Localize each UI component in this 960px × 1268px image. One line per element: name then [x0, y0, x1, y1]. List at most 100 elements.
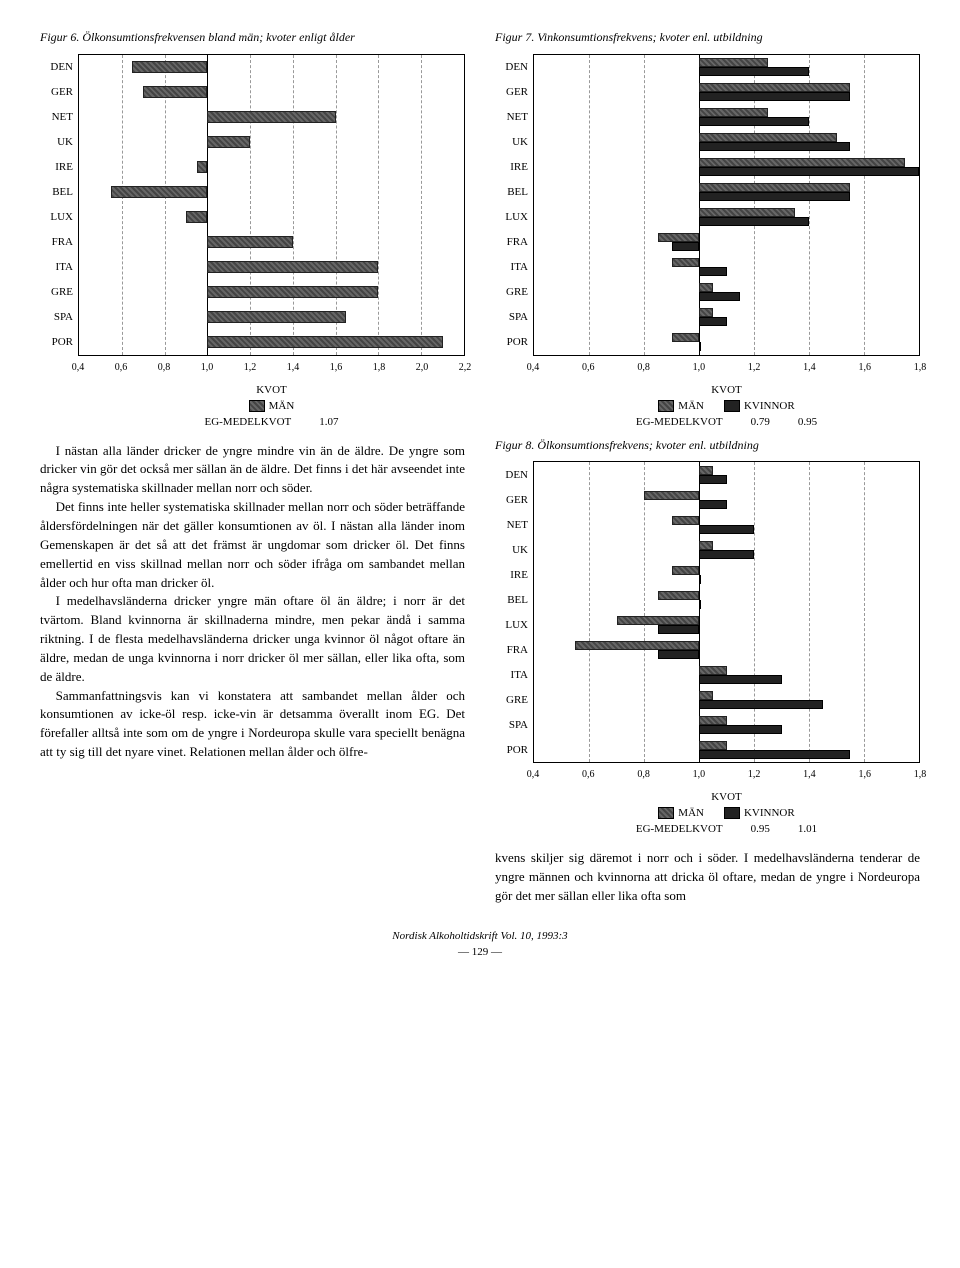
legend-item: MÄN: [249, 400, 295, 412]
bar-woman: [699, 67, 809, 76]
category-label: GRE: [506, 694, 534, 706]
x-tick: 0,4: [527, 769, 540, 780]
bar-woman: [699, 700, 823, 709]
category-label: GER: [506, 494, 534, 506]
legend-item: MÄN: [658, 400, 704, 412]
bar-woman: [658, 650, 699, 659]
fig7-legend: MÄNKVINNOR: [533, 400, 920, 412]
category-label: GER: [51, 86, 79, 98]
category-label: UK: [57, 136, 79, 148]
x-tick: 1,6: [858, 769, 871, 780]
legend-item: MÄN: [658, 807, 704, 819]
bar-man: [207, 286, 378, 298]
bar-woman: [699, 575, 701, 584]
fig6-axis-label: KVOT: [78, 384, 465, 396]
category-label: SPA: [509, 311, 534, 323]
x-tick: 0,8: [158, 362, 171, 373]
x-tick: 1,0: [693, 362, 706, 373]
category-label: IRE: [510, 569, 534, 581]
category-label: NET: [507, 519, 534, 531]
bar-woman: [699, 317, 727, 326]
body-text-left: I nästan alla länder dricker de yngre mi…: [40, 442, 465, 762]
bar-man: [207, 236, 293, 248]
fig7-axis-label: KVOT: [533, 384, 920, 396]
category-label: BEL: [52, 186, 79, 198]
x-tick: 0,6: [582, 362, 595, 373]
bar-woman: [699, 142, 850, 151]
fig7-chart: DENGERNETUKIREBELLUXFRAITAGRESPAPOR 0,40…: [533, 54, 920, 428]
bar-man: [207, 311, 346, 323]
category-label: ITA: [511, 261, 534, 273]
bar-man: [699, 541, 713, 550]
bar-woman: [699, 342, 701, 351]
x-tick: 0,8: [637, 362, 650, 373]
bar-man: [699, 741, 727, 750]
bar-man: [207, 336, 442, 348]
category-label: POR: [507, 744, 534, 756]
bar-woman: [699, 92, 850, 101]
category-label: POR: [507, 336, 534, 348]
x-tick: 1,2: [748, 769, 761, 780]
bar-woman: [699, 675, 782, 684]
bar-man: [672, 333, 700, 342]
category-label: NET: [52, 111, 79, 123]
bar-man: [575, 641, 699, 650]
fig7-caption: Figur 7. Vinkonsumtionsfrekvens; kvoter …: [495, 30, 920, 46]
bar-woman: [699, 500, 727, 509]
fig8-chart: DENGERNETUKIREBELLUXFRAITAGRESPAPOR 0,40…: [533, 461, 920, 835]
x-tick: 1,6: [330, 362, 343, 373]
bar-man: [111, 186, 207, 198]
bar-man: [672, 516, 700, 525]
bar-man: [699, 158, 905, 167]
category-label: NET: [507, 111, 534, 123]
bar-woman: [699, 167, 919, 176]
bar-man: [699, 666, 727, 675]
category-label: DEN: [50, 61, 79, 73]
bar-woman: [672, 242, 700, 251]
category-label: FRA: [52, 236, 79, 248]
x-tick: 0,6: [582, 769, 595, 780]
x-tick: 1,4: [287, 362, 300, 373]
bar-man: [699, 208, 795, 217]
bar-man: [143, 86, 207, 98]
fig6-legend: MÄN: [78, 400, 465, 412]
journal-ref: Nordisk Alkoholtidskrift Vol. 10, 1993:3: [40, 930, 920, 942]
category-label: UK: [512, 136, 534, 148]
fig8-axis-label: KVOT: [533, 791, 920, 803]
left-column: Figur 6. Ölkonsumtionsfrekvensen bland m…: [40, 30, 465, 906]
category-label: BEL: [507, 186, 534, 198]
x-tick: 0,4: [527, 362, 540, 373]
bar-man: [699, 108, 768, 117]
bar-man: [672, 566, 700, 575]
bar-man: [672, 258, 700, 267]
fig8-eg: EG-MEDELKVOT0.951.01: [533, 823, 920, 835]
bar-man: [207, 111, 335, 123]
category-label: UK: [512, 544, 534, 556]
bar-woman: [658, 625, 699, 634]
bar-man: [699, 691, 713, 700]
fig6-eg: EG-MEDELKVOT1.07: [78, 416, 465, 428]
bar-woman: [699, 550, 754, 559]
fig7-eg: EG-MEDELKVOT0.790.95: [533, 416, 920, 428]
bar-woman: [699, 117, 809, 126]
bar-man: [207, 136, 250, 148]
x-tick: 0,4: [72, 362, 85, 373]
bar-woman: [699, 750, 850, 759]
x-tick: 1,8: [914, 769, 927, 780]
category-label: FRA: [507, 644, 534, 656]
bar-man: [617, 616, 700, 625]
bar-woman: [699, 475, 727, 484]
category-label: GRE: [51, 286, 79, 298]
legend-item: KVINNOR: [724, 807, 795, 819]
bar-man: [207, 261, 378, 273]
x-tick: 1,6: [858, 362, 871, 373]
category-label: ITA: [56, 261, 79, 273]
category-label: IRE: [510, 161, 534, 173]
page-footer: Nordisk Alkoholtidskrift Vol. 10, 1993:3…: [40, 930, 920, 958]
fig8-legend: MÄN KVINNOR: [533, 807, 920, 819]
fig6-caption: Figur 6. Ölkonsumtionsfrekvensen bland m…: [40, 30, 465, 46]
bar-man: [132, 61, 207, 73]
x-tick: 1,0: [201, 362, 214, 373]
right-column: Figur 7. Vinkonsumtionsfrekvens; kvoter …: [495, 30, 920, 906]
category-label: DEN: [505, 469, 534, 481]
